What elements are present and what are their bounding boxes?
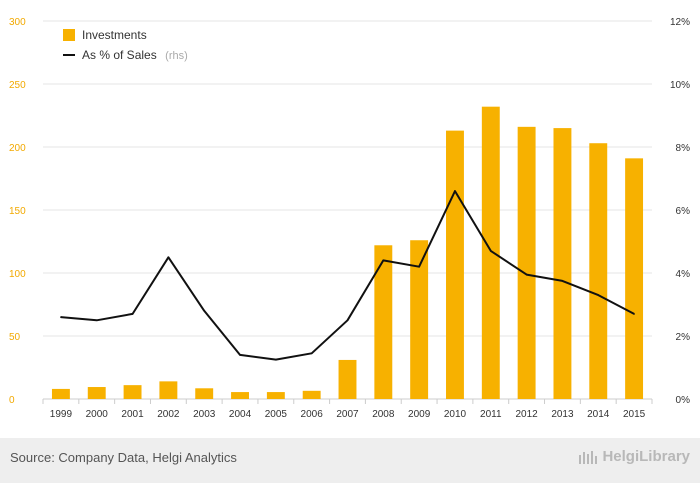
bar-investments [625, 158, 644, 399]
point-sales-ratio [489, 250, 492, 252]
brand-name: HelgiLibrary [602, 448, 690, 465]
legend-swatch-investments [63, 29, 75, 41]
x-tick-label: 2011 [480, 409, 502, 420]
point-sales-ratio [346, 319, 349, 322]
chart-svg: 0 50 100 150 200 250 300 0% 2% 4% 6% 8% 10% 12% 1999 20… [9, 17, 690, 420]
legend-label-sales-ratio: As % of Sales (rhs) [82, 46, 188, 63]
x-tick-label: 2009 [408, 409, 431, 420]
x-tick-label: 2002 [157, 409, 180, 420]
bar-investments [517, 126, 536, 399]
y-left-tick-label: 300 [9, 17, 26, 28]
legend-label-sales-ratio-name: As % of Sales [82, 48, 157, 62]
y-left-tick-label: 200 [9, 143, 26, 154]
x-tick-label: 2008 [372, 409, 395, 420]
legend-label-sales-ratio-suffix: (rhs) [165, 50, 188, 62]
bar-investments [123, 385, 142, 399]
y-right-tick-label: 12% [670, 17, 690, 28]
point-sales-ratio [418, 265, 420, 268]
y-left-tick-label: 0 [9, 395, 15, 406]
x-tick-label: 2010 [444, 409, 467, 420]
x-tick-label: 2001 [121, 409, 144, 420]
point-sales-ratio [633, 313, 635, 315]
x-tick-label: 2007 [336, 409, 359, 420]
brand-logo: HelgiLibrary [578, 448, 690, 465]
footer-bar: Source: Company Data, Helgi Analytics He… [0, 438, 700, 483]
axis-layer: 0 50 100 150 200 250 300 0% 2% 4% 6% 8% 10% 12% 1999 20… [9, 17, 690, 420]
bar-investments [338, 359, 357, 399]
x-tick-label: 2014 [587, 409, 610, 420]
point-sales-ratio [275, 358, 277, 361]
bars-layer [51, 106, 644, 400]
point-sales-ratio [239, 354, 241, 356]
point-sales-ratio [525, 273, 528, 276]
bar-investments [481, 106, 500, 400]
point-sales-ratio [597, 294, 600, 296]
point-sales-ratio [310, 352, 313, 355]
bar-investments [302, 390, 321, 399]
point-sales-ratio [95, 319, 98, 322]
x-tick-label: 2012 [515, 409, 538, 420]
legend: Investments As % of Sales (rhs) [63, 28, 188, 63]
point-sales-ratio [60, 316, 62, 318]
y-right-tick-label: 4% [676, 269, 691, 280]
y-left-tick-label: 150 [9, 206, 26, 217]
y-right-tick-label: 8% [676, 143, 691, 154]
bar-investments [446, 130, 464, 399]
point-sales-ratio [382, 259, 385, 262]
y-left-tick-label: 250 [9, 80, 26, 91]
legend-label-investments: Investments [82, 28, 147, 42]
x-tick-label: 2000 [86, 409, 109, 420]
library-icon [579, 450, 598, 464]
x-tick-label: 2003 [193, 409, 216, 420]
bar-investments [195, 388, 214, 399]
source-text: Source: Company Data, Helgi Analytics [10, 450, 237, 465]
bar-investments [589, 143, 608, 399]
point-sales-ratio [203, 310, 206, 312]
point-sales-ratio [131, 313, 134, 315]
y-left-tick-label: 100 [9, 269, 26, 280]
y-right-tick-label: 10% [670, 80, 690, 91]
bar-investments [410, 240, 429, 399]
bar-investments [374, 245, 393, 399]
line-sales-ratio [60, 190, 635, 361]
x-tick-label: 1999 [50, 409, 73, 420]
point-sales-ratio [454, 190, 456, 192]
grid-layer [43, 20, 652, 400]
bar-investments [553, 128, 572, 399]
x-tick-label: 2005 [265, 409, 288, 420]
x-tick-label: 2013 [551, 409, 574, 420]
bar-investments [87, 387, 106, 399]
y-left-tick-label: 50 [9, 332, 21, 343]
y-right-tick-label: 0% [676, 395, 691, 406]
point-sales-ratio [561, 280, 564, 282]
y-right-tick-label: 2% [676, 332, 691, 343]
x-tick-label: 2004 [229, 409, 252, 420]
bar-investments [159, 381, 178, 399]
bar-investments [231, 392, 249, 399]
line-layer [60, 190, 635, 361]
y-right-tick-label: 6% [676, 206, 691, 217]
bar-investments [266, 392, 285, 399]
x-tick-label: 2006 [301, 409, 324, 420]
point-sales-ratio [167, 256, 170, 259]
x-tick-label: 2015 [623, 409, 646, 420]
bar-investments [51, 388, 70, 399]
